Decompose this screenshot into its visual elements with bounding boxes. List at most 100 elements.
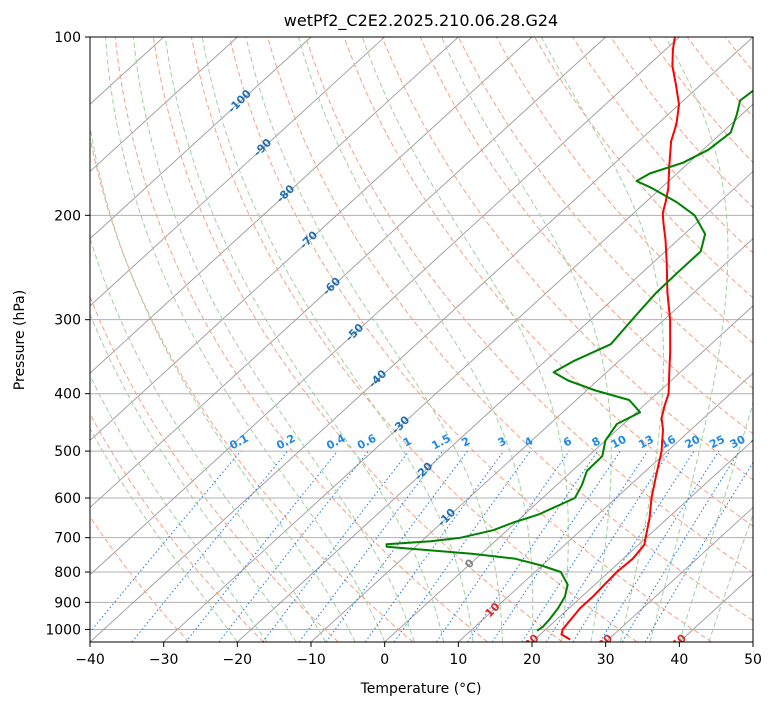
moist-adiabat-line — [90, 236, 327, 642]
series-layer — [385, 37, 753, 641]
mixing-ratio-line — [364, 450, 505, 642]
isotherm-line — [384, 305, 753, 642]
mixing-ratio-line — [298, 450, 444, 642]
mixing-ratio-line — [491, 450, 621, 642]
moist-adiabat-line — [708, 513, 753, 642]
mixing-ratio-label: 0.2 — [274, 432, 297, 453]
x-axis: −40 −30 −20 −10 0 10 20 30 40 50 — [75, 642, 762, 668]
dry-adiabat-line — [648, 37, 753, 164]
moist-adiabat-line — [201, 37, 474, 642]
moist-adiabat-line — [678, 401, 753, 642]
moist-adiabat-line — [90, 312, 297, 642]
dewpoint-profile-line — [385, 89, 753, 632]
dry-adiabat-line — [419, 37, 753, 435]
mixing-ratio-line — [545, 450, 671, 642]
mixing-ratio-label: 30 — [728, 433, 748, 452]
x-tick-label: −40 — [75, 652, 105, 668]
plot-frame — [89, 36, 754, 643]
y-tick-label: 600 — [54, 491, 81, 507]
moist-adiabat-line — [297, 37, 534, 642]
mixing-ratio-label: 0.4 — [324, 432, 348, 453]
mixing-ratio-line — [185, 450, 338, 642]
dry-adiabat-line — [763, 37, 775, 642]
mixing-ratio-line — [572, 450, 695, 642]
mixing-ratio-label: 20 — [683, 432, 703, 451]
mixing-ratio-line — [467, 450, 599, 642]
y-tick-label: 300 — [54, 313, 81, 329]
y-axis: 1000 900 800 700 600 500 400 300 200 100 — [45, 30, 90, 638]
moist-adiabat-line — [164, 37, 445, 642]
y-tick-label: 100 — [54, 30, 81, 46]
isotherm-label: 40 — [669, 631, 689, 651]
mixing-ratio-line — [599, 450, 720, 642]
isotherm-line — [237, 170, 753, 642]
dry-adiabat-line — [305, 37, 753, 574]
isotherm-label: 30 — [595, 631, 615, 651]
moist-adiabat-line — [90, 427, 238, 642]
moist-adiabat-line — [441, 37, 612, 642]
y-tick-label: 400 — [54, 387, 81, 403]
mixing-ratio-label: 10 — [609, 432, 629, 451]
dry-adiabat-line — [267, 37, 753, 622]
mixing-ratio-label: 1.5 — [429, 432, 452, 453]
mixing-ratio-line — [131, 450, 288, 642]
moist-adiabat-line — [540, 37, 664, 642]
y-tick-label: 700 — [54, 531, 81, 547]
mixing-ratio-label: 36 — [749, 433, 769, 452]
background-grid: 0.1 0.2 0.4 0.6 1 1.5 2 3 4 6 8 10 13 16 20 25 30 36 — [90, 37, 775, 642]
x-axis-title: Temperature (°C) — [360, 681, 482, 697]
isotherm-label: -100 — [225, 87, 254, 116]
chart-title: wetPf2_C2E2.2025.210.06.28.G24 — [284, 11, 558, 31]
isotherm-line — [752, 641, 753, 642]
temperature-profile-line — [560, 37, 680, 641]
dry-adiabat-line — [457, 37, 753, 389]
isotherm-line — [458, 372, 753, 642]
x-tick-label: −20 — [223, 652, 253, 668]
mixing-ratio-label: 25 — [707, 433, 727, 452]
dry-adiabat-line — [610, 37, 753, 209]
x-tick-label: 30 — [597, 652, 615, 668]
mixing-ratio-line — [393, 450, 531, 642]
isotherm-line — [90, 37, 459, 374]
mixing-ratio-label: 0.1 — [227, 432, 250, 453]
x-tick-label: 0 — [380, 652, 389, 668]
mixing-ratio-label: 13 — [636, 433, 656, 452]
x-tick-label: −30 — [149, 652, 179, 668]
dry-adiabat-line — [114, 37, 488, 642]
y-tick-label: 800 — [54, 565, 81, 581]
mixing-ratio-line — [90, 450, 242, 633]
x-tick-label: −10 — [296, 652, 326, 668]
moist-adiabat-line — [649, 37, 729, 642]
y-tick-label: 200 — [54, 208, 81, 224]
mixing-ratio-line — [621, 450, 740, 642]
dry-adiabat-line — [534, 37, 753, 299]
x-tick-label: 40 — [670, 652, 688, 668]
isotherm-line — [90, 37, 385, 307]
mixing-ratio-line — [325, 450, 468, 642]
x-tick-label: 50 — [744, 652, 762, 668]
isotherm-line — [90, 37, 533, 441]
mixing-ratio-label: 1 — [401, 434, 414, 449]
dry-adiabat-line — [190, 37, 638, 642]
y-axis-title: Pressure (hPa) — [12, 290, 28, 390]
y-tick-label: 500 — [54, 444, 81, 460]
isotherm-line — [90, 37, 680, 576]
y-tick-label: 1000 — [45, 622, 81, 638]
mixing-ratio-line — [218, 450, 369, 642]
dry-adiabat-line — [229, 37, 712, 642]
isotherm-line — [531, 439, 753, 642]
moist-adiabat-line — [105, 37, 386, 642]
dry-adiabat-line — [90, 412, 264, 642]
mixing-ratio-label: 2 — [459, 434, 472, 449]
isotherm-line — [90, 37, 753, 642]
dry-adiabat-line — [686, 37, 753, 118]
mixing-ratio-line — [262, 450, 410, 642]
isotherm-label: 20 — [522, 631, 542, 651]
dry-adiabat-line — [90, 295, 339, 642]
dry-adiabat-line — [152, 37, 563, 642]
mixing-ratio-label: 8 — [590, 434, 603, 449]
isotherm-line — [90, 37, 312, 240]
dry-adiabat-line — [495, 37, 753, 344]
moist-adiabat-line — [90, 374, 268, 642]
